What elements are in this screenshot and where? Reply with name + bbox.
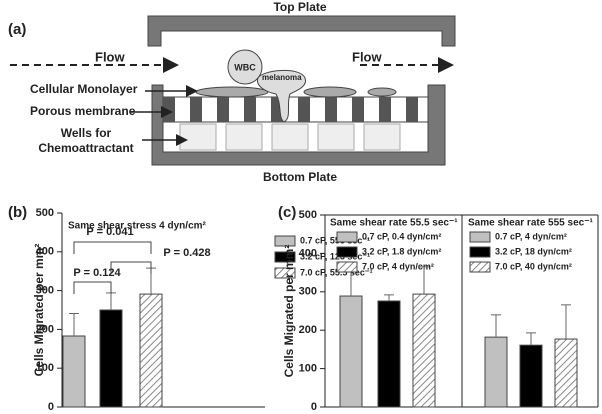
bar (62, 335, 86, 408)
y-tick-label: 200 (299, 324, 317, 336)
y-axis-label: Cells Migrated per mm² (32, 244, 46, 377)
monolayer-cell (303, 86, 357, 98)
membrane-label: Porous membrane (30, 104, 136, 118)
melanoma-label: melanoma (262, 73, 302, 82)
legend-label: 3.2 cP, 1.8 dyn/cm² (362, 246, 441, 256)
y-tick-label: 100 (299, 363, 317, 375)
legend-label: 0.7 cP, 555 sec⁻¹ (300, 235, 370, 245)
bar (139, 293, 163, 408)
y-tick-label: 300 (299, 286, 317, 298)
bar (99, 309, 123, 408)
legend-swatch (336, 246, 358, 258)
wells (179, 123, 401, 151)
panel-label: (b) (8, 204, 27, 221)
bottom-plate-label: Bottom Plate (263, 170, 337, 184)
y-tick-label: 400 (299, 247, 317, 259)
legend-label: 0.7 cP, 4 dyn/cm² (495, 231, 567, 241)
wbc-cell (227, 49, 263, 85)
flow-label: Flow (352, 49, 382, 64)
top-plate (147, 15, 456, 47)
y-tick-label: 300 (36, 285, 54, 297)
p-value: P = 0.041 (86, 226, 133, 238)
legend-label: 3.2 cP, 18 dyn/cm² (495, 246, 572, 256)
group-title: Same shear stress 4 dyn/cm² (68, 221, 207, 232)
legend-label: 3.2 cP, 125 sec⁻¹ (300, 251, 370, 261)
monolayer-cell (367, 87, 397, 97)
legend-swatch (469, 246, 491, 258)
monolayer-label: Cellular Monolayer (30, 82, 138, 96)
bar (377, 300, 401, 408)
bar (519, 344, 543, 408)
bar (412, 293, 436, 408)
y-tick-label: 400 (36, 246, 54, 258)
y-tick-label: 0 (48, 401, 54, 413)
y-axis-label: Cells Migrated per mm² (282, 245, 296, 378)
legend-swatch (274, 235, 296, 247)
melanoma-cell (257, 70, 307, 123)
legend-swatch (336, 231, 358, 243)
wbc-label: WBC (234, 62, 256, 72)
legend-label: 7.0 cP, 55.5 sec⁻¹ (300, 267, 373, 277)
p-value: P = 0.428 (163, 247, 210, 259)
group-title: Same shear rate 555 sec⁻¹ (468, 218, 593, 229)
y-tick-label: 0 (311, 401, 317, 413)
bar (339, 295, 363, 408)
y-tick-label: 100 (36, 362, 54, 374)
membrane-pores (163, 97, 418, 122)
y-tick-label: 200 (36, 323, 54, 335)
significance-bracket (110, 261, 152, 274)
top-plate-label: Top Plate (273, 0, 326, 14)
significance-bracket (73, 281, 112, 294)
legend-label: 7.0 cP, 4 dyn/cm² (362, 261, 434, 271)
legend-swatch (469, 261, 491, 273)
wells-label: Chemoattractant (38, 141, 133, 155)
legend-swatch (469, 231, 491, 243)
bar (484, 336, 508, 408)
y-tick-label: 500 (36, 207, 54, 219)
y-tick-label: 500 (299, 209, 317, 221)
legend-swatch (336, 261, 358, 273)
group-title: Same shear rate 55.5 sec⁻¹ (330, 218, 458, 229)
legend-label: 7.0 cP, 40 dyn/cm² (495, 261, 572, 271)
significance-bracket (73, 241, 152, 254)
panel-label: (a) (8, 21, 26, 38)
legend-swatch (274, 251, 296, 263)
wells-label: Wells for (61, 126, 112, 140)
panel-label: (c) (278, 204, 296, 221)
legend-label: 0.7 cP, 0.4 dyn/cm² (362, 231, 441, 241)
bar (554, 338, 578, 408)
legend-swatch (274, 267, 296, 279)
diagram: (a) Top Plate Flow Flow melanoma WBC Cel… (8, 0, 456, 184)
p-value: P = 0.124 (73, 267, 121, 279)
flow-label: Flow (95, 49, 125, 64)
monolayer-cell (195, 86, 269, 98)
